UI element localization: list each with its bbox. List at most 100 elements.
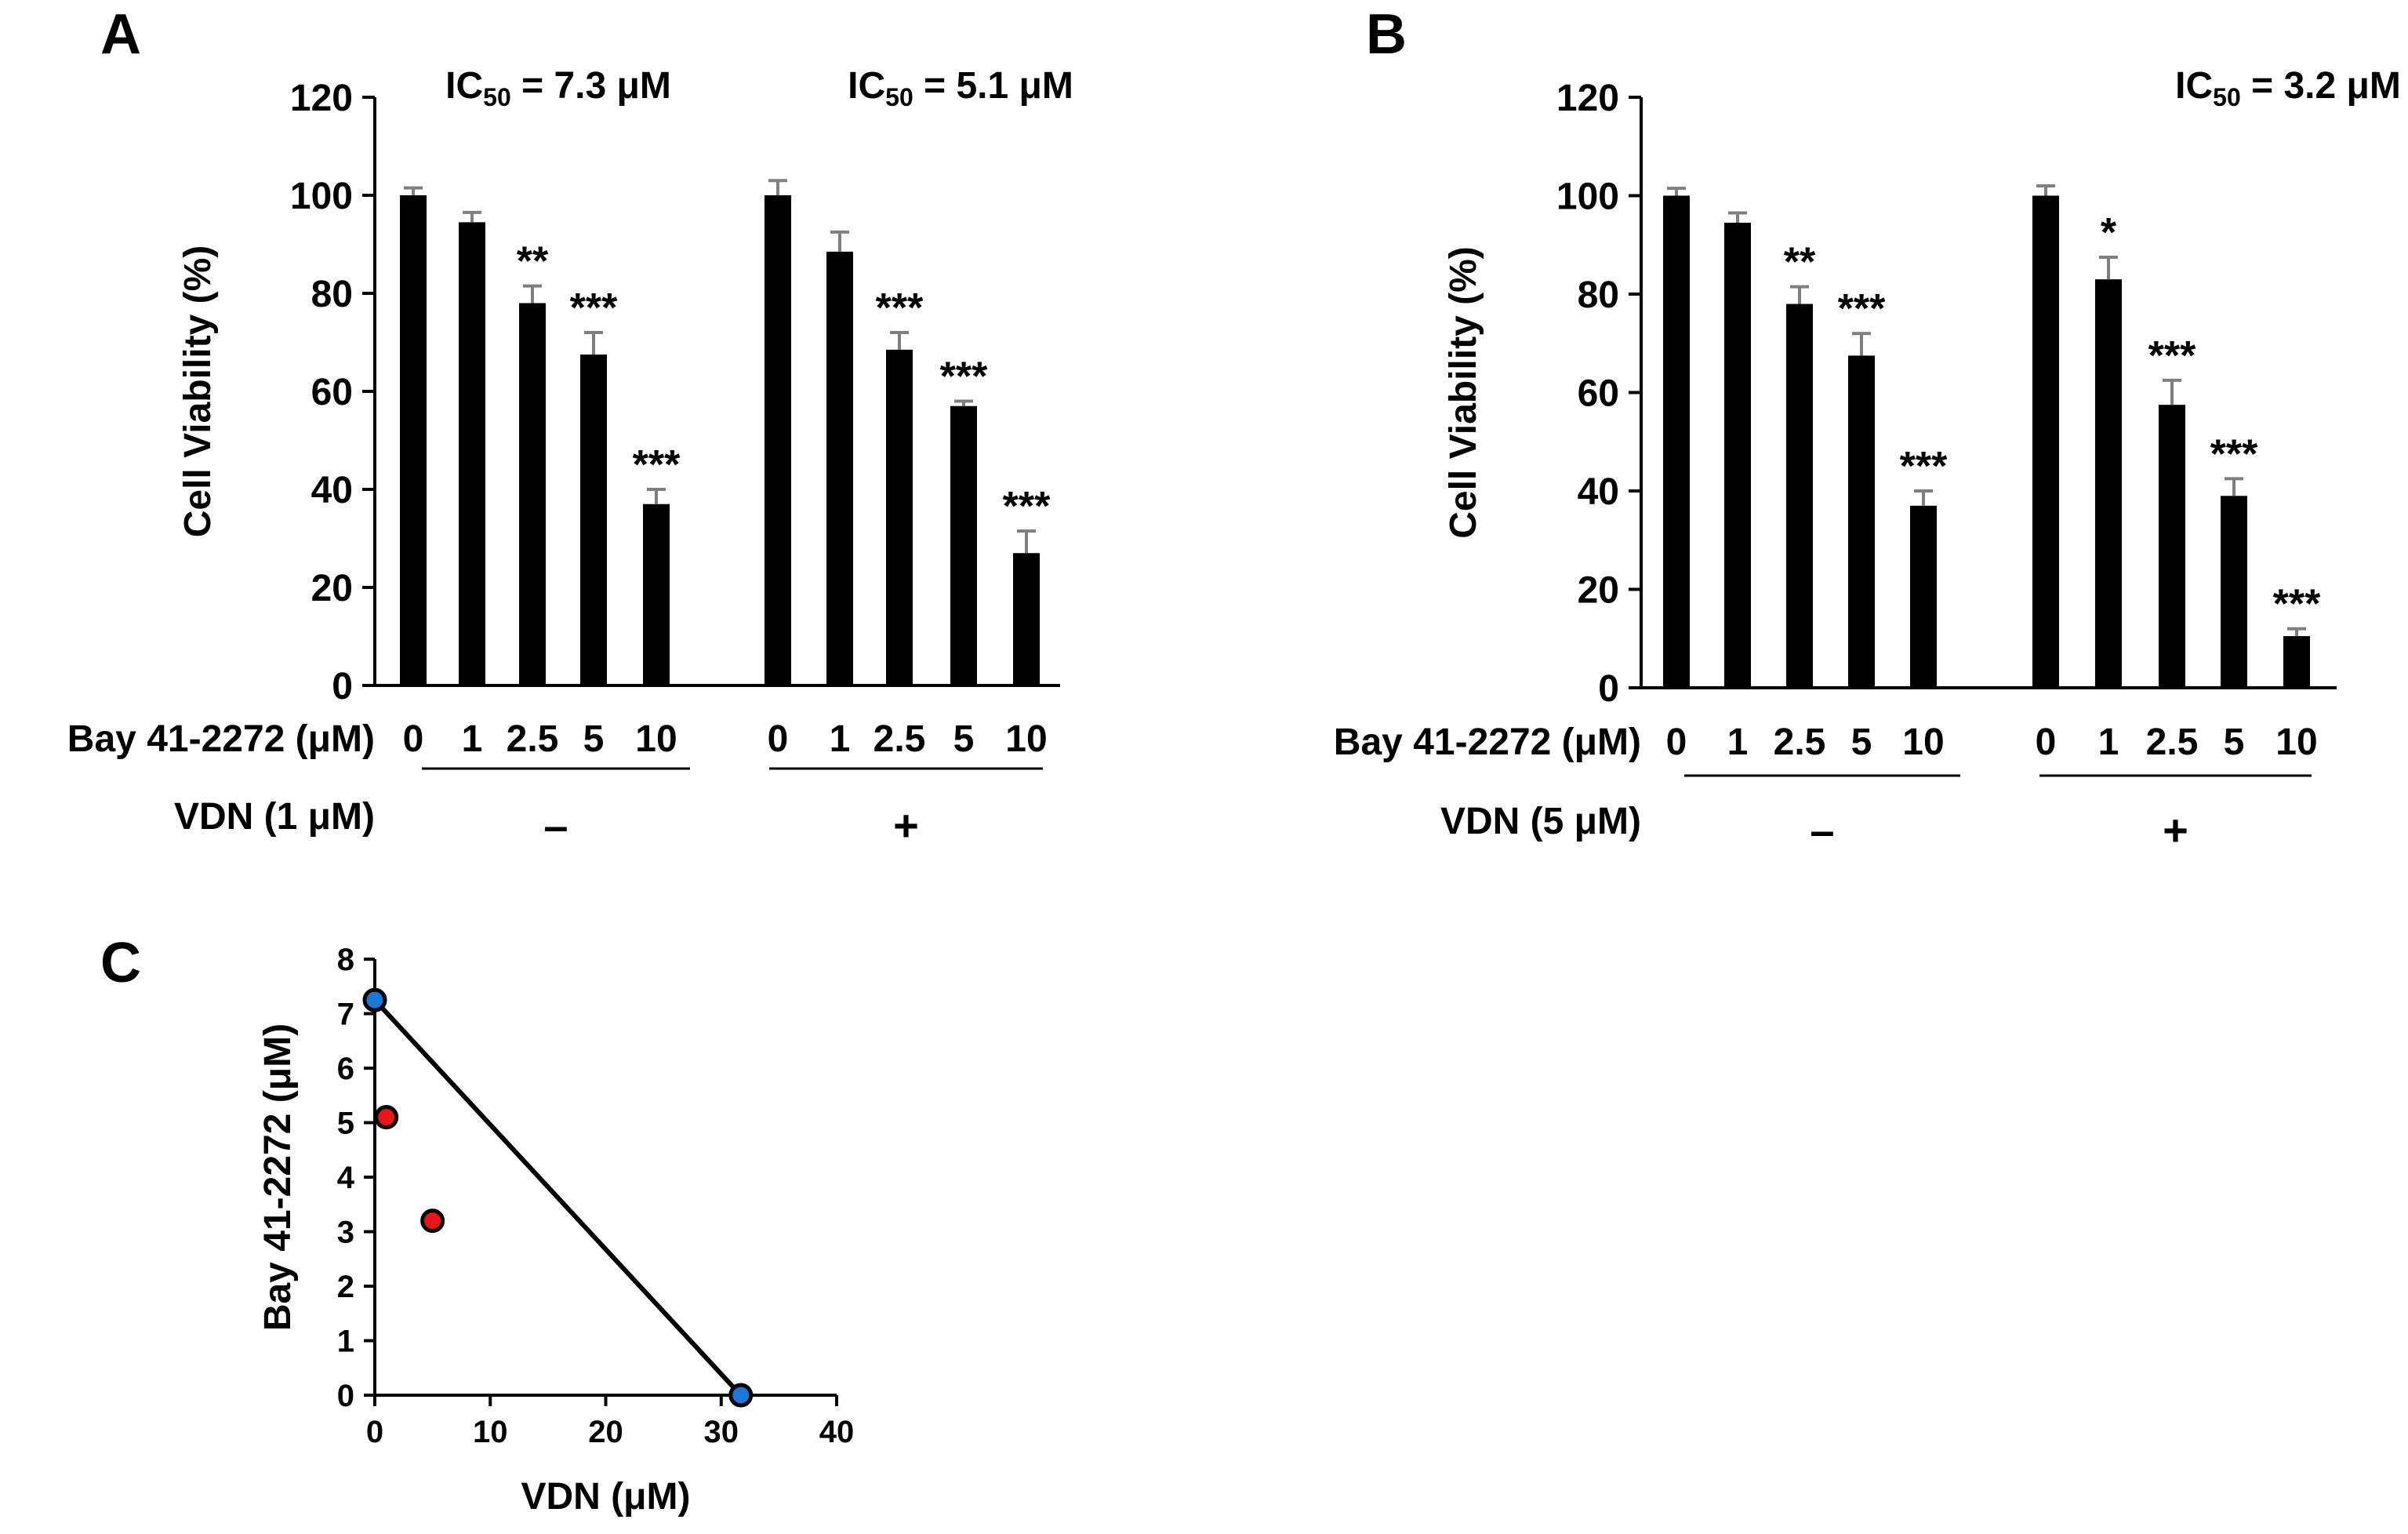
y-tick-label: 40 [1578, 471, 1619, 513]
blue-data-point [728, 1383, 754, 1408]
y-tick-label: 6 [337, 1052, 354, 1086]
x-tick-label: 1 [462, 718, 483, 760]
bar [2095, 279, 2122, 688]
significance-label: *** [1003, 484, 1051, 529]
panel-label-a: A [100, 3, 141, 66]
bar [580, 354, 607, 685]
y-tick-label: 20 [311, 568, 353, 609]
y-tick-label: 0 [1598, 668, 1619, 710]
x-axis-title: VDN (μM) [521, 1476, 691, 1518]
y-tick-label: 3 [337, 1216, 354, 1250]
bar [2221, 496, 2247, 688]
x-tick-label: 2.5 [507, 718, 559, 760]
y-tick-label: 120 [290, 78, 353, 119]
significance-label: *** [1900, 444, 1948, 489]
significance-label: *** [633, 442, 681, 488]
blue-data-point [362, 987, 387, 1012]
x-tick-label: 0 [366, 1415, 383, 1449]
x-tick-label: 5 [1851, 722, 1872, 763]
significance-label: *** [2148, 333, 2196, 379]
significance-label: *** [2210, 431, 2258, 477]
bar [519, 303, 546, 685]
y-tick-label: 2 [337, 1270, 354, 1304]
panel-label-b: B [1366, 3, 1407, 66]
additivity-line [372, 998, 743, 1398]
bar [765, 195, 791, 685]
significance-label: ** [1784, 240, 1816, 285]
y-tick-label: 100 [1556, 176, 1619, 218]
y-tick-label: 8 [337, 943, 354, 977]
y-tick-label: 7 [337, 998, 354, 1032]
y-tick-label: 60 [311, 372, 353, 413]
bar [1786, 304, 1813, 688]
vdn-sign: + [893, 801, 919, 850]
significance-label: *** [940, 354, 988, 400]
x-tick-label: 30 [704, 1415, 739, 1449]
x-tick-label: 0 [768, 718, 789, 760]
x-tick-label: 5 [2224, 722, 2245, 763]
bar [2032, 195, 2059, 688]
bar [1848, 355, 1875, 688]
y-axis-title: Cell Viability (%) [177, 245, 219, 538]
x-tick-label: 10 [1005, 718, 1047, 760]
x-tick-label: 1 [830, 718, 851, 760]
bar [1013, 553, 1040, 685]
x-tick-label: 40 [819, 1415, 855, 1449]
y-axis-title: Cell Viability (%) [1443, 246, 1484, 539]
x-tick-label: 1 [2098, 722, 2119, 763]
bar [459, 222, 485, 685]
significance-label: *** [570, 285, 618, 331]
bar [643, 503, 670, 685]
x-tick-label: 2.5 [873, 718, 926, 760]
bar [2283, 636, 2310, 688]
y-tick-label: 100 [290, 176, 353, 217]
ic50-label: IC50 = 3.2 μM [2175, 65, 2401, 111]
y-tick-label: 4 [337, 1161, 355, 1195]
bar [886, 349, 913, 685]
vdn-sign: – [1810, 805, 1834, 855]
x-tick-label: 5 [583, 718, 605, 760]
vdn-sign: + [2163, 805, 2188, 855]
vdn-dose-label: VDN (1 μM) [174, 796, 375, 838]
y-tick-label: 60 [1578, 373, 1619, 415]
x-tick-label: 10 [2275, 722, 2317, 763]
bay-dose-label: Bay 41-2272 (μM) [1334, 722, 1641, 763]
x-tick-label: 2.5 [2146, 722, 2199, 763]
y-tick-label: 80 [1578, 274, 1619, 316]
panel-c-isobologram: 0 1 2 3 4 5 6 7 8 0 10 20 30 40 Bay 41-2272 (μM) VDN (μ… [257, 943, 854, 1518]
vdn-sign: – [543, 801, 568, 850]
x-tick-label: 2.5 [1774, 722, 1826, 763]
y-tick-label: 0 [337, 1379, 354, 1413]
x-tick-label: 10 [473, 1415, 508, 1449]
bar [1663, 195, 1690, 688]
x-tick-label: 0 [2036, 722, 2057, 763]
vdn-dose-label: VDN (5 μM) [1440, 801, 1641, 842]
x-tick-label: 10 [1902, 722, 1944, 763]
bar [826, 251, 853, 685]
y-tick-label: 20 [1578, 570, 1619, 612]
bar [2159, 405, 2185, 688]
x-tick-label: 10 [635, 718, 677, 760]
ic50-label: IC50 = 7.3 μM [445, 65, 671, 111]
x-tick-label: 20 [588, 1415, 623, 1449]
x-tick-label: 5 [953, 718, 975, 760]
x-tick-label: 1 [1727, 722, 1749, 763]
y-tick-label: 120 [1556, 78, 1619, 119]
y-tick-label: 0 [332, 666, 353, 707]
red-data-point [420, 1209, 445, 1234]
x-tick-label: 0 [1666, 722, 1687, 763]
x-tick-label: 0 [403, 718, 424, 760]
significance-label: *** [876, 285, 924, 331]
bar [950, 405, 977, 685]
red-data-point [374, 1105, 399, 1130]
panel-label-c: C [100, 932, 141, 994]
significance-label: ** [517, 239, 549, 285]
y-axis-title: Bay 41-2272 (μM) [257, 1023, 299, 1331]
bar [400, 195, 427, 685]
y-tick-label: 1 [337, 1325, 354, 1359]
significance-label: *** [2273, 582, 2321, 627]
y-tick-label: 5 [337, 1107, 354, 1141]
significance-label: *** [1838, 286, 1886, 332]
